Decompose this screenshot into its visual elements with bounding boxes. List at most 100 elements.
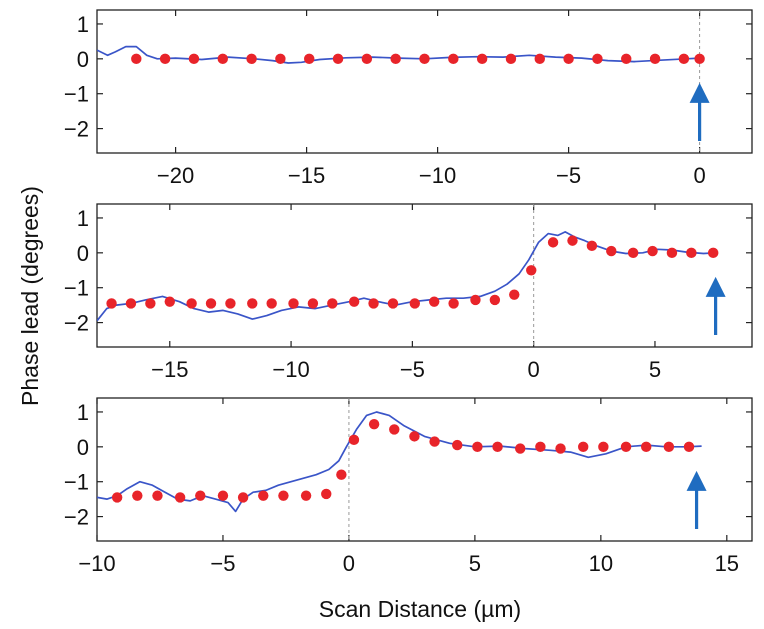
x-tick-label: −15	[151, 357, 188, 382]
data-point	[145, 298, 156, 309]
y-tick-label: 1	[77, 12, 89, 37]
data-point	[152, 490, 163, 501]
data-point	[592, 53, 603, 65]
data-point	[164, 296, 175, 307]
x-tick-label: 10	[589, 551, 613, 576]
data-point	[217, 53, 228, 65]
data-point	[332, 53, 344, 65]
data-point	[663, 441, 675, 453]
data-point	[300, 490, 312, 501]
y-tick-label: −1	[64, 276, 89, 301]
data-point	[348, 434, 360, 446]
arrow-icon	[705, 276, 726, 297]
data-point	[159, 53, 171, 65]
data-point	[470, 294, 481, 306]
data-point	[336, 469, 347, 480]
data-point	[448, 298, 459, 309]
data-point	[278, 490, 289, 501]
data-point	[476, 53, 488, 65]
x-tick-label: 15	[715, 551, 739, 576]
plot-frame	[96, 9, 753, 154]
x-tick-label: 0	[528, 357, 540, 382]
data-point	[387, 298, 399, 309]
data-point	[647, 245, 658, 257]
data-point	[409, 298, 420, 309]
data-point	[111, 492, 123, 503]
x-tick-label: 0	[693, 163, 705, 188]
data-point	[472, 441, 483, 453]
data-point	[409, 431, 420, 442]
x-tick-label: −15	[288, 163, 325, 188]
data-point	[368, 298, 379, 309]
y-tick-label: 1	[77, 400, 89, 425]
data-point	[563, 53, 574, 65]
data-point	[547, 237, 559, 248]
data-point	[707, 247, 719, 259]
data-point	[125, 298, 137, 309]
y-tick-label: 1	[77, 206, 89, 231]
data-point	[348, 296, 360, 307]
x-tick-label: 0	[343, 551, 355, 576]
data-point	[361, 53, 373, 65]
data-point	[368, 418, 380, 430]
x-tick-label: 5	[649, 357, 661, 382]
x-axis-title: Scan Distance (µm)	[319, 596, 521, 622]
data-point	[246, 53, 257, 65]
data-point	[621, 53, 632, 65]
data-point	[266, 298, 277, 309]
data-point	[321, 488, 332, 500]
data-point	[535, 441, 546, 453]
data-point	[686, 247, 697, 259]
y-axis-title: Phase lead (degrees)	[17, 186, 43, 406]
x-tick-label: −5	[556, 163, 581, 188]
data-point	[188, 53, 200, 65]
panel-3: 10−1−2−10 −5 0 5 10 15	[64, 397, 753, 576]
data-point	[132, 490, 143, 501]
x-tick-label: −10	[419, 163, 456, 188]
data-point	[666, 247, 678, 259]
y-tick-label: 0	[77, 241, 89, 266]
measured-trace	[97, 45, 700, 64]
data-point	[217, 490, 229, 501]
data-point	[195, 490, 206, 501]
y-tick-label: −2	[64, 311, 89, 336]
data-point	[683, 441, 695, 453]
panel-2: 1 0 −1 −2 −15 −10 −5 0 5	[64, 203, 753, 382]
data-point	[489, 294, 501, 306]
data-point	[288, 298, 299, 309]
plot-frame	[96, 203, 753, 348]
data-point	[640, 441, 652, 453]
data-point	[534, 53, 545, 65]
arrow-icon	[689, 82, 710, 103]
data-point	[307, 298, 319, 309]
data-point	[586, 240, 598, 252]
data-point	[106, 298, 117, 309]
data-point	[448, 53, 459, 65]
data-point	[389, 424, 400, 435]
x-tick-label: −5	[210, 551, 235, 576]
data-point	[452, 439, 463, 451]
data-point	[649, 53, 661, 65]
y-tick-label: 0	[77, 435, 89, 460]
data-point	[492, 441, 503, 453]
x-tick-label: 5	[469, 551, 481, 576]
data-point	[555, 443, 566, 454]
data-point	[237, 492, 249, 503]
y-tick-label: −1	[64, 82, 89, 107]
data-point	[509, 289, 520, 300]
data-point	[627, 247, 639, 259]
data-point	[390, 53, 401, 65]
data-point	[131, 53, 142, 65]
data-point	[578, 441, 589, 453]
x-tick-label: −10	[272, 357, 309, 382]
data-point	[620, 441, 632, 453]
data-point	[515, 443, 526, 454]
plot-frame	[96, 397, 753, 542]
panels: 10−1−2−20 −15 −10 −5 010−1−2−15 −10 −5 0 510−1−2…	[64, 9, 753, 576]
data-point	[678, 53, 690, 65]
data-point	[205, 298, 217, 309]
data-point	[174, 492, 186, 503]
x-tick-label: −5	[400, 357, 425, 382]
data-point	[429, 436, 440, 447]
